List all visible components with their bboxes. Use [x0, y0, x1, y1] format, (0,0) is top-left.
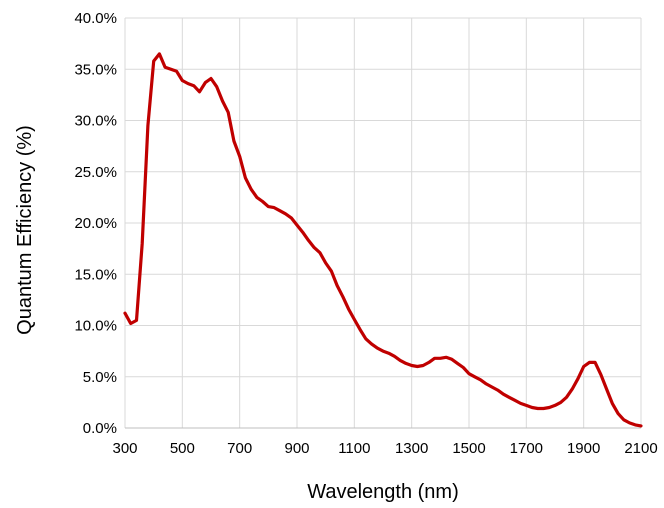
y-tick-label: 0.0%: [83, 420, 117, 437]
y-tick-label: 40.0%: [74, 10, 117, 27]
x-tick-label: 1500: [452, 440, 485, 457]
x-tick-label: 2100: [624, 440, 657, 457]
y-tick-label: 25.0%: [74, 164, 117, 181]
y-tick-label: 30.0%: [74, 113, 117, 130]
y-tick-label: 35.0%: [74, 61, 117, 78]
x-axis-title: Wavelength (nm): [307, 481, 459, 503]
y-axis-title: Quantum Efficiency (%): [14, 125, 36, 335]
y-tick-label: 20.0%: [74, 215, 117, 232]
gridlines: [124, 17, 642, 428]
y-tick-label: 10.0%: [74, 318, 117, 335]
plot-area: [123, 52, 643, 428]
x-tick-label: 500: [170, 440, 195, 457]
x-tick-labels: 300 500 700 900 1100 1300 1500 1700 1900 2100: [112, 440, 657, 457]
x-tick-label: 1300: [395, 440, 428, 457]
y-tick-label: 5.0%: [83, 369, 117, 386]
x-tick-label: 1700: [510, 440, 543, 457]
x-tick-label: 900: [284, 440, 309, 457]
y-tick-labels: 0.0% 5.0% 10.0% 15.0% 20.0% 25.0% 30.0% 35.0% 40…: [74, 10, 117, 437]
x-tick-label: 300: [112, 440, 137, 457]
x-tick-label: 1900: [567, 440, 600, 457]
x-tick-label: 700: [227, 440, 252, 457]
y-tick-label: 15.0%: [74, 266, 117, 283]
series-line: [123, 52, 643, 428]
x-tick-label: 1100: [338, 440, 370, 457]
